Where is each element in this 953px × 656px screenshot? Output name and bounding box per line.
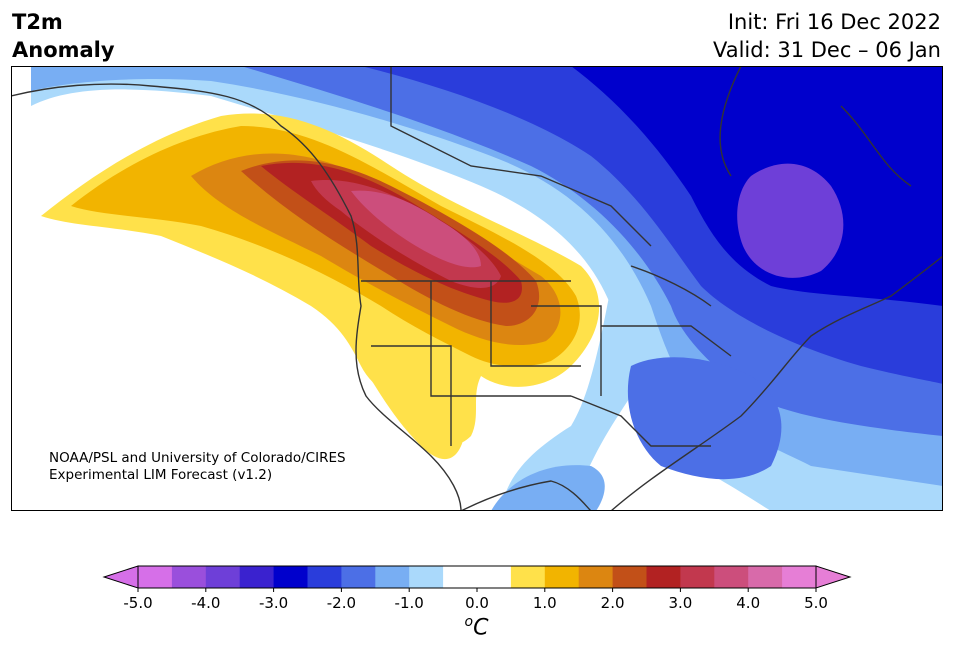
colorbar-swatch [544,566,580,588]
colorbar-tick-label: -5.0 [123,594,152,612]
credit-line-2: Experimental LIM Forecast (v1.2) [49,467,273,483]
colorbar-swatch [341,566,376,588]
coastlines-and-borders [11,66,943,511]
colorbar-tick-label: 1.0 [533,594,557,612]
colorbar-swatch [375,566,410,588]
init-date: Init: Fri 16 Dec 2022 [727,10,941,34]
colorbar-swatch [680,566,715,588]
colorbar-tick-label: -4.0 [191,594,220,612]
temperature-anomaly-map [11,66,943,511]
unit-superscript: o [464,614,474,630]
colorbar-tick-label: -2.0 [327,594,356,612]
colorbar-swatch [612,566,647,588]
colorbar-tick-label: -3.0 [259,594,288,612]
colorbar-left-arrow [102,565,139,589]
colorbar-tick-label: 0.0 [465,594,489,612]
temperature-colorbar: -5.0 -4.0 -3.0 -2.0 -1.0 0.0 1.0 2.0 3.0 4.0 5.0 [102,565,852,612]
colorbar-swatch [307,566,342,588]
colorbar-swatch [205,566,241,588]
colorbar-swatch [239,566,275,588]
valid-range: Valid: 31 Dec – 06 Jan [712,38,941,62]
credit-line-1: NOAA/PSL and University of Colorado/CIRE… [49,450,346,466]
colorbar-swatch [578,566,614,588]
colorbar-unit: oC [0,614,953,640]
map-title: T2m Anomaly [12,8,115,64]
title-line-2: Anomaly [12,38,115,62]
colorbar-tick-label: 2.0 [601,594,625,612]
unit-label: C [473,615,489,641]
colorbar-swatch [409,566,444,588]
forecast-dates: Init: Fri 16 Dec 2022 Valid: 31 Dec – 06… [713,8,941,64]
colorbar-swatch [714,566,749,588]
colorbar-swatch [273,566,308,588]
colorbar-tick-label: -1.0 [395,594,424,612]
map-frame [11,66,943,511]
colorbar-swatch [748,566,783,588]
colorbar-tick-label: 3.0 [668,594,692,612]
colorbar-swatch [443,566,478,588]
colorbar-swatch [477,566,512,588]
cold-anomaly-shading [31,66,943,511]
colorbar-swatch [510,566,546,588]
title-line-1: T2m [12,10,63,34]
colorbar-right-arrow [815,565,852,589]
colorbar-tick-label: 5.0 [804,594,828,612]
credit-text: NOAA/PSL and University of Colorado/CIRE… [49,450,346,484]
colorbar-swatch [138,566,173,588]
colorbar-swatch [782,566,817,588]
warm-anomaly-shading [41,113,600,460]
colorbar-swatch [171,566,207,588]
colorbar-tick-label: 4.0 [736,594,760,612]
colorbar-swatch [646,566,681,588]
